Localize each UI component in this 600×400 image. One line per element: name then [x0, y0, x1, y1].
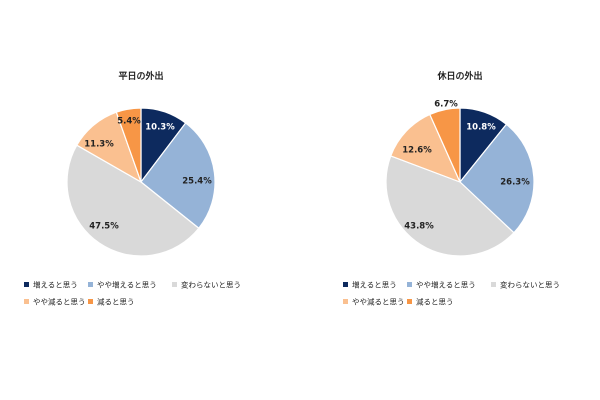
legend-label: やや増えると思う — [416, 280, 476, 290]
legend-label: 変わらないと思う — [181, 280, 241, 290]
pie-chart-2: 休日の外出 10.8% 26.3% 43.8% 12.6% 6.7% 増えると思う やや増える… — [343, 70, 560, 307]
pie-slice — [66, 144, 200, 257]
legend-swatch — [343, 282, 348, 287]
pie-slice — [115, 107, 142, 183]
legend-swatch — [24, 282, 29, 287]
data-label: 10.3% — [145, 123, 175, 133]
legend-swatch — [172, 282, 177, 287]
legend-label: 減ると思う — [416, 297, 454, 307]
legend-label: 増えると思う — [352, 280, 397, 290]
pie-slice — [429, 107, 461, 183]
data-label: 6.7% — [434, 100, 458, 110]
data-label: 25.4% — [182, 177, 212, 187]
chart-title: 休日の外出 — [436, 70, 482, 82]
chart-title: 平日の外出 — [118, 70, 163, 82]
data-label: 43.8% — [404, 222, 434, 232]
data-label: 5.4% — [117, 117, 141, 127]
legend-label: 減ると思う — [97, 297, 135, 307]
legend-label: 増えると思う — [33, 280, 78, 290]
data-label: 47.5% — [89, 222, 119, 232]
data-label: 26.3% — [500, 178, 530, 188]
pie-chart-1: 平日の外出 10.3% 25.4% 47.5% 11.3% 5.4% 増えると思う やや増える… — [24, 70, 241, 307]
legend-swatch — [24, 299, 29, 304]
pie-slice — [459, 123, 535, 234]
pie-slice — [385, 155, 515, 257]
pie-slice — [140, 122, 216, 230]
data-label: 11.3% — [84, 140, 114, 150]
data-label: 10.8% — [466, 123, 496, 133]
legend-swatch — [491, 282, 496, 287]
pie-slice — [389, 113, 462, 184]
legend-swatch — [343, 299, 348, 304]
legend-swatch — [88, 299, 93, 304]
legend-swatch — [88, 282, 93, 287]
data-label: 12.6% — [402, 146, 432, 156]
legend-swatch — [407, 282, 412, 287]
legend-label: やや減ると思う — [352, 297, 405, 307]
legend-label: やや減ると思う — [33, 297, 86, 307]
legend-swatch — [407, 299, 412, 304]
legend-label: 変わらないと思う — [500, 280, 560, 290]
legend-label: やや増えると思う — [97, 280, 157, 290]
